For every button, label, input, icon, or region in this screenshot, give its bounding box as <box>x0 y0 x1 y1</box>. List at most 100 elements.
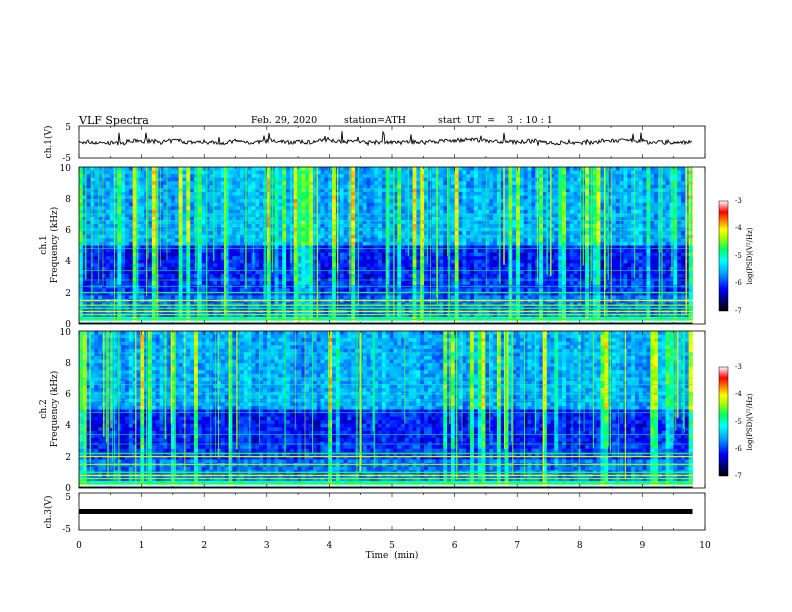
spectrogram-cell <box>592 181 597 186</box>
spectrogram-cell <box>109 220 114 225</box>
spectrogram-cell <box>542 191 548 196</box>
spectrogram-cell <box>98 274 103 278</box>
spectrogram-cell <box>174 181 180 186</box>
spectrogram-cell <box>190 274 195 278</box>
spectrogram-cell <box>634 249 640 253</box>
spectrogram-cell <box>562 170 567 175</box>
spectrogram-cell <box>473 188 479 193</box>
spectrogram-cell <box>477 270 482 275</box>
spectrogram-cell <box>109 167 114 171</box>
spectrogram-cell <box>232 206 237 211</box>
spectrogram-cell <box>585 263 590 268</box>
spectrogram-cell <box>493 188 498 193</box>
spectrogram-cell <box>424 195 429 200</box>
spectrogram-cell <box>619 249 624 253</box>
spectrogram-cell <box>539 174 544 179</box>
spectrogram-cell <box>489 259 494 264</box>
spectrogram-cell <box>140 245 145 250</box>
spectrogram-cell <box>562 199 567 204</box>
spectrogram-cell <box>569 259 574 264</box>
spectrogram-cell <box>473 234 479 239</box>
spectrogram-cell <box>573 202 578 207</box>
spectrogram-cell <box>519 177 525 182</box>
spectrogram-cell <box>163 274 168 278</box>
spectrogram-cell <box>631 249 636 253</box>
spectrogram-cell <box>439 206 444 211</box>
spectrogram-cell <box>615 206 620 211</box>
spectrogram-cell <box>79 199 84 204</box>
spectrogram-cell <box>312 202 318 207</box>
spectrogram-cell <box>209 174 214 179</box>
spectrogram-cell <box>680 167 686 171</box>
spectrogram-cell <box>631 252 636 257</box>
spectrogram-cell <box>109 184 114 189</box>
spectrogram-cell <box>504 213 509 218</box>
header-station: station=ATH <box>344 115 406 126</box>
spectrogram-cell <box>102 184 107 189</box>
spectrogram-cell <box>420 263 425 268</box>
spectrogram-cell <box>623 195 628 200</box>
spectrogram-cell <box>178 188 183 193</box>
spectrogram-cell <box>558 202 563 207</box>
spectrogram-cell <box>90 238 95 243</box>
spectrogram-cell <box>343 224 348 229</box>
spectrogram-cell <box>358 238 364 243</box>
spectrogram-cell <box>213 252 218 257</box>
spectrogram-cell <box>305 170 310 175</box>
spectrogram-cell <box>102 263 107 268</box>
spectrogram-cell <box>328 195 333 200</box>
spectrogram-cell <box>477 252 482 257</box>
spectrogram-cell <box>627 181 632 186</box>
spectrogram-cell <box>159 216 164 221</box>
spectrogram-cell <box>481 231 486 236</box>
spectrogram-cell <box>174 202 180 207</box>
spectrogram-cell <box>458 202 463 207</box>
spectrogram-cell <box>94 177 99 182</box>
spectrogram-cell <box>332 234 337 239</box>
spectrogram-cell <box>654 188 659 193</box>
spectrogram-cell <box>125 213 130 218</box>
spectrogram-cell <box>178 259 183 264</box>
spectrogram-cell <box>420 234 425 239</box>
spectrogram-cell <box>654 209 659 214</box>
spectrogram-cell <box>466 181 471 186</box>
spectrogram-cell <box>201 234 206 239</box>
spectrogram-cell <box>370 199 375 204</box>
spectrogram-cell <box>531 259 536 264</box>
spectrogram-cell <box>86 220 91 225</box>
spectrogram-cell <box>466 216 471 221</box>
spectrogram-cell <box>661 259 666 264</box>
spectrogram-cell <box>562 245 567 250</box>
spectrogram-cell <box>600 270 605 275</box>
spectrogram-cell <box>439 174 444 179</box>
spectrogram-cell <box>255 167 260 171</box>
spectrogram-cell <box>424 231 429 236</box>
spectrogram-cell <box>366 256 371 261</box>
spectrogram-cell <box>439 199 444 204</box>
spectrogram-cell <box>278 231 283 236</box>
spectrogram-cell <box>259 270 264 275</box>
ch1-waveform-line <box>78 130 693 147</box>
spectrogram-cell <box>255 213 260 218</box>
spectrogram-cell <box>623 216 628 221</box>
spectrogram-cell <box>588 231 594 236</box>
spectrogram-cell <box>312 238 318 243</box>
spectrogram-cell <box>443 245 448 250</box>
spectrogram-cell <box>178 184 183 189</box>
spectrogram-cell <box>328 188 333 193</box>
spectrogram-cell <box>140 252 145 257</box>
spectrogram-cell <box>286 213 291 218</box>
spectrogram-cell <box>473 220 479 225</box>
spectrogram-cell <box>109 199 114 204</box>
spectrogram-cell <box>619 209 624 214</box>
spectrogram-cell <box>473 191 479 196</box>
spectrogram-cell <box>604 249 609 253</box>
spectrogram-cell <box>201 216 206 221</box>
spectrogram-cell <box>477 274 482 278</box>
spectrogram-cell <box>370 174 375 179</box>
spectrogram-cell <box>458 234 463 239</box>
spectrogram-cell <box>121 224 126 229</box>
spectrogram-cell <box>408 245 413 250</box>
spectrogram-cell <box>289 181 295 186</box>
spectrogram-cell <box>585 199 590 204</box>
